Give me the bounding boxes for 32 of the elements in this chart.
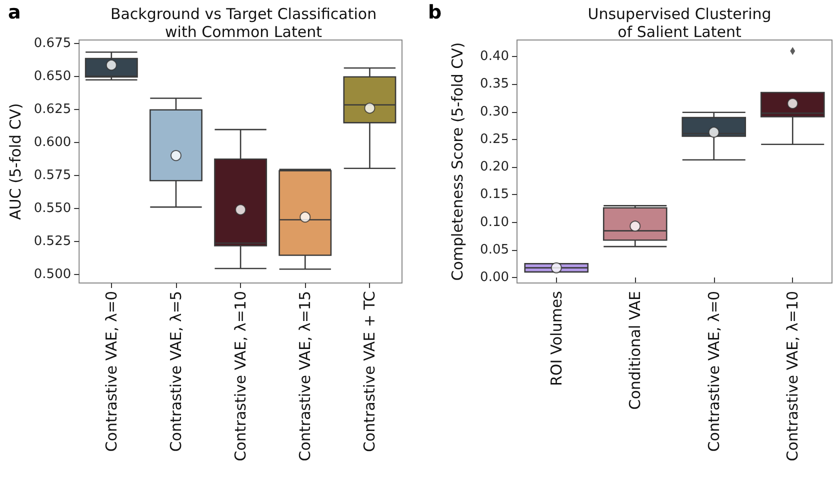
y-tick-label: 0.575 [34, 168, 72, 183]
x-tick-label: Contrastive VAE + TC [360, 291, 379, 452]
y-tick-label: 0.20 [480, 160, 509, 175]
y-tick-label: 0.25 [480, 132, 509, 147]
x-tick-label: Conditional VAE [626, 291, 644, 410]
x-tick-label: ROI Volumes [547, 290, 566, 386]
y-tick-label: 0.00 [480, 270, 509, 285]
x-tick-label: Contrastive VAE, λ=15 [296, 291, 314, 462]
y-tick-label: 0.30 [480, 104, 509, 120]
chart-title: Background vs Target Classification with Common Latent [110, 5, 377, 41]
y-axis-title: AUC (5-fold CV) [6, 103, 24, 220]
chart-title: Unsupervised Clustering of Salient Latent [588, 5, 772, 41]
x-tick-label: Contrastive VAE, λ=0 [704, 291, 723, 452]
y-tick-label: 0.650 [34, 68, 72, 84]
y-tick-label: 0.600 [34, 134, 72, 150]
y-tick-label: 0.525 [34, 234, 72, 249]
x-tick-label: Contrastive VAE, λ=10 [784, 291, 802, 462]
y-tick-label: 0.40 [480, 49, 509, 64]
y-tick-label: 0.10 [480, 214, 509, 230]
y-tick-label: 0.625 [34, 102, 72, 117]
y-tick-label: 0.15 [480, 187, 509, 202]
text: b [428, 2, 442, 24]
y-tick-label: 0.550 [34, 200, 72, 216]
y-tick-label: 0.35 [480, 76, 509, 92]
text: a [8, 2, 21, 24]
y-tick-label: 0.500 [34, 266, 72, 282]
y-tick-label: 0.675 [34, 36, 72, 51]
y-tick-label: 0.05 [480, 242, 509, 258]
x-tick-label: Contrastive VAE, λ=0 [102, 291, 120, 452]
x-tick-label: Contrastive VAE, λ=10 [232, 291, 250, 462]
x-tick-label: Contrastive VAE, λ=5 [166, 291, 185, 452]
y-axis-title: Completeness Score (5-fold CV) [448, 42, 466, 281]
